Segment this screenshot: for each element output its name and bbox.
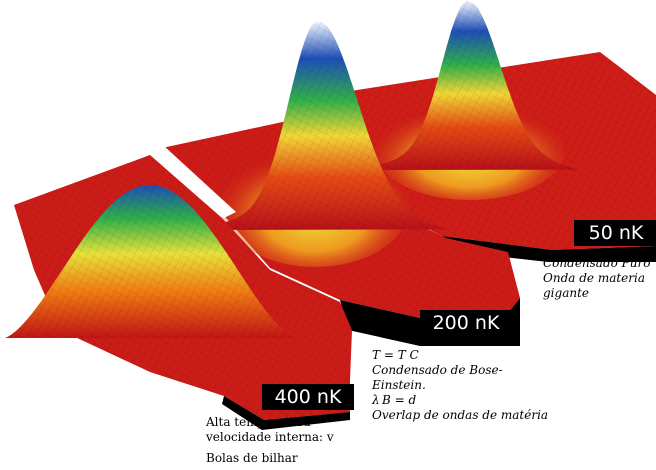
caption-50nk-line: gigante: [543, 286, 590, 300]
caption-50nk: Condensado Puro Onda de materia gigante: [543, 256, 650, 301]
caption-400nk-line: velocidade interna: v: [206, 430, 334, 444]
panel-gap: [150, 146, 236, 218]
caption-200nk-line: Einstein.: [372, 378, 426, 392]
caption-200nk: T = T C Condensado de Bose- Einstein. λ …: [372, 348, 548, 423]
caption-200nk-line: Condensado de Bose-: [372, 363, 503, 377]
caption-200nk-line: λ B = d: [372, 393, 417, 407]
temperature-label-200nk: 200 nK: [420, 310, 512, 336]
caption-400nk-line: Bolas de bilhar: [206, 451, 298, 465]
caption-50nk-line: Onda de materia: [543, 271, 645, 285]
caption-400nk-line: Alta temperatura: [206, 415, 311, 429]
panel-400nk: [5, 155, 352, 430]
caption-50nk-line: Condensado Puro: [543, 256, 651, 270]
temperature-label-400nk: 400 nK: [262, 384, 354, 410]
caption-200nk-line: T = T C: [372, 348, 419, 362]
temperature-label-50nk: 50 nK: [574, 220, 656, 246]
caption-400nk: Alta temperatura velocidade interna: v B…: [206, 415, 334, 466]
caption-200nk-line: Overlap de ondas de matéria: [372, 408, 549, 422]
panel-400nk-front-edge: [222, 396, 350, 430]
